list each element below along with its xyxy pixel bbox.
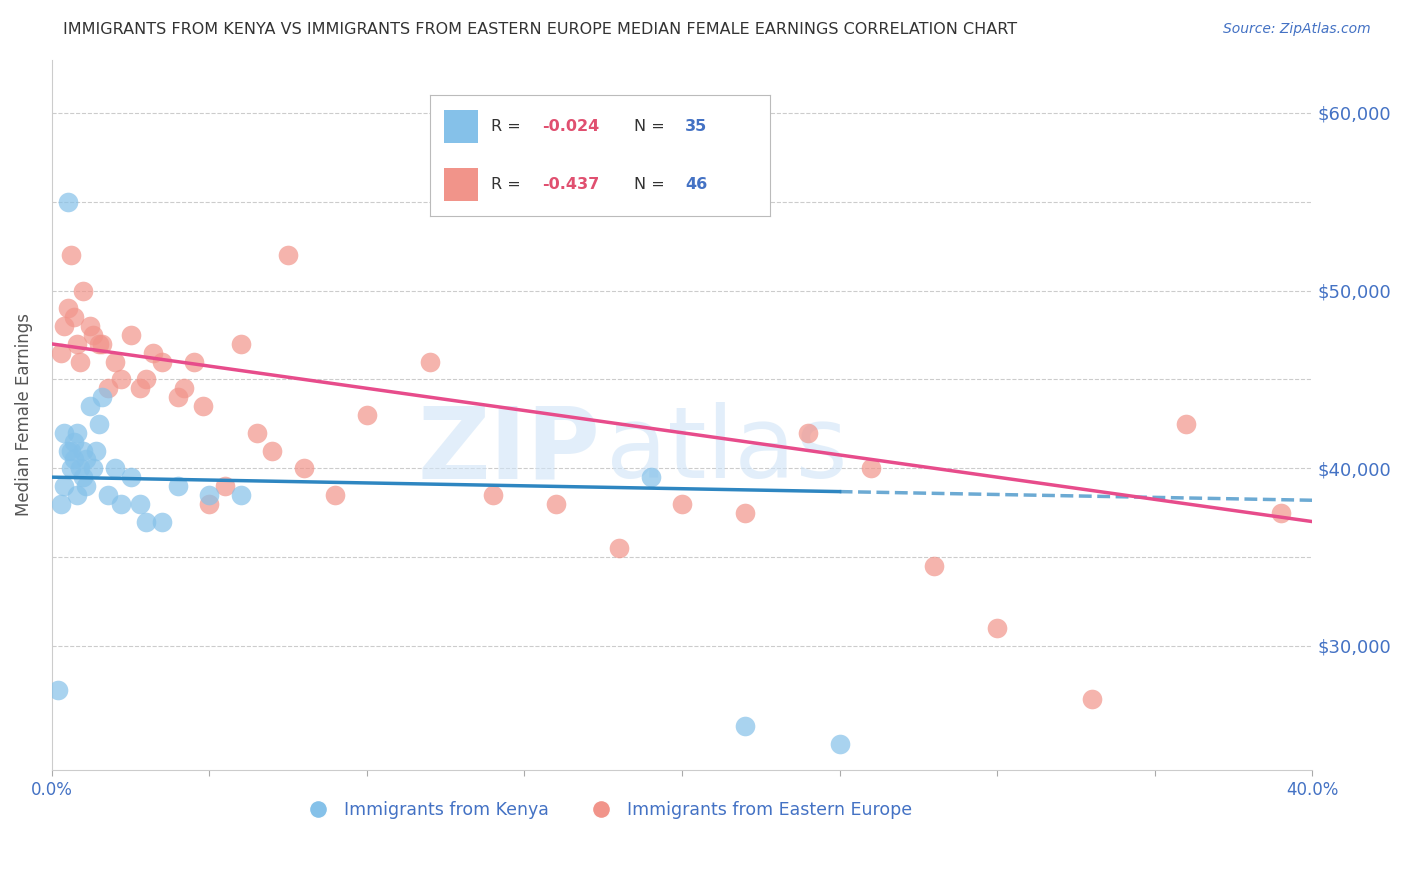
Point bbox=[246, 425, 269, 440]
Point bbox=[120, 470, 142, 484]
Point bbox=[828, 737, 851, 751]
Point bbox=[292, 461, 315, 475]
Point bbox=[56, 194, 79, 209]
Point bbox=[640, 470, 662, 484]
Legend: Immigrants from Kenya, Immigrants from Eastern Europe: Immigrants from Kenya, Immigrants from E… bbox=[294, 794, 920, 826]
Point bbox=[198, 488, 221, 502]
Point bbox=[79, 399, 101, 413]
Point bbox=[922, 559, 945, 574]
Point bbox=[129, 381, 152, 395]
Point bbox=[79, 319, 101, 334]
Point bbox=[62, 434, 84, 449]
Point bbox=[75, 452, 97, 467]
Point bbox=[419, 354, 441, 368]
Point bbox=[97, 381, 120, 395]
Point bbox=[986, 621, 1008, 635]
Point bbox=[262, 443, 284, 458]
Point bbox=[277, 248, 299, 262]
Point bbox=[229, 488, 252, 502]
Point bbox=[110, 372, 132, 386]
Point bbox=[46, 683, 69, 698]
Point bbox=[544, 497, 567, 511]
Point bbox=[150, 354, 173, 368]
Point bbox=[72, 470, 94, 484]
Point bbox=[671, 497, 693, 511]
Point bbox=[87, 417, 110, 431]
Point bbox=[142, 345, 165, 359]
Point bbox=[860, 461, 883, 475]
Point bbox=[183, 354, 205, 368]
Point bbox=[173, 381, 195, 395]
Point bbox=[75, 479, 97, 493]
Point bbox=[607, 541, 630, 556]
Point bbox=[356, 408, 378, 422]
Point bbox=[53, 425, 76, 440]
Point bbox=[120, 328, 142, 343]
Point bbox=[53, 479, 76, 493]
Point bbox=[59, 461, 82, 475]
Point bbox=[734, 506, 756, 520]
Point bbox=[229, 337, 252, 351]
Point bbox=[191, 399, 214, 413]
Point bbox=[87, 337, 110, 351]
Point bbox=[104, 461, 127, 475]
Point bbox=[82, 461, 104, 475]
Point bbox=[62, 452, 84, 467]
Point bbox=[734, 719, 756, 733]
Point bbox=[135, 515, 157, 529]
Point bbox=[214, 479, 236, 493]
Point bbox=[82, 328, 104, 343]
Text: IMMIGRANTS FROM KENYA VS IMMIGRANTS FROM EASTERN EUROPE MEDIAN FEMALE EARNINGS C: IMMIGRANTS FROM KENYA VS IMMIGRANTS FROM… bbox=[63, 22, 1018, 37]
Point bbox=[104, 354, 127, 368]
Point bbox=[51, 497, 73, 511]
Point bbox=[56, 301, 79, 316]
Point bbox=[150, 515, 173, 529]
Point bbox=[59, 443, 82, 458]
Point bbox=[166, 479, 188, 493]
Point bbox=[135, 372, 157, 386]
Point bbox=[59, 248, 82, 262]
Point bbox=[1270, 506, 1292, 520]
Text: atlas: atlas bbox=[606, 402, 848, 499]
Y-axis label: Median Female Earnings: Median Female Earnings bbox=[15, 313, 32, 516]
Point bbox=[53, 319, 76, 334]
Point bbox=[97, 488, 120, 502]
Point bbox=[325, 488, 347, 502]
Point bbox=[129, 497, 152, 511]
Point bbox=[1081, 692, 1104, 706]
Text: Source: ZipAtlas.com: Source: ZipAtlas.com bbox=[1223, 22, 1371, 37]
Point bbox=[66, 337, 89, 351]
Point bbox=[1175, 417, 1198, 431]
Point bbox=[797, 425, 820, 440]
Point bbox=[482, 488, 505, 502]
Point bbox=[72, 443, 94, 458]
Point bbox=[72, 284, 94, 298]
Point bbox=[91, 337, 114, 351]
Point bbox=[51, 345, 73, 359]
Point bbox=[62, 310, 84, 325]
Point bbox=[166, 390, 188, 404]
Point bbox=[91, 390, 114, 404]
Point bbox=[56, 443, 79, 458]
Point bbox=[84, 443, 107, 458]
Text: ZIP: ZIP bbox=[418, 402, 600, 499]
Point bbox=[198, 497, 221, 511]
Point bbox=[66, 425, 89, 440]
Point bbox=[69, 354, 91, 368]
Point bbox=[66, 488, 89, 502]
Point bbox=[69, 461, 91, 475]
Point bbox=[110, 497, 132, 511]
